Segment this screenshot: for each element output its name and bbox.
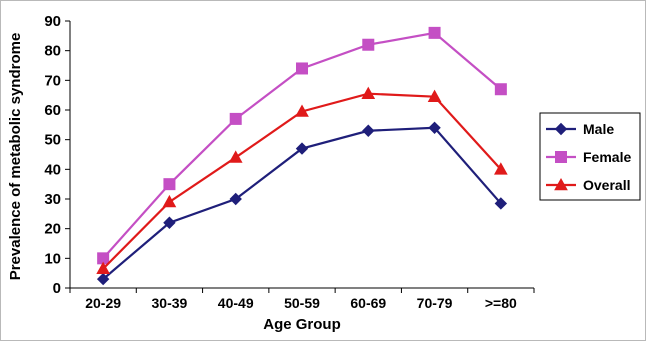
data-point-female bbox=[494, 83, 507, 96]
legend-marker-overall bbox=[554, 177, 568, 191]
data-point-male bbox=[229, 192, 242, 206]
legend-marker-female bbox=[555, 151, 567, 163]
y-axis-title: Prevalence of metabolic syndrome bbox=[7, 33, 24, 281]
series-layer bbox=[96, 26, 508, 286]
x-axis-ticks: 20-29 30-39 40-49 50-59 60-69 70-79 >=80 bbox=[69, 288, 535, 311]
legend: Male Female Overall bbox=[539, 112, 641, 201]
series-male bbox=[96, 121, 508, 286]
series-female bbox=[97, 26, 507, 265]
data-point-male bbox=[295, 142, 309, 155]
data-point-overall bbox=[295, 104, 309, 117]
data-point-female bbox=[362, 38, 375, 51]
data-point-overall bbox=[494, 162, 508, 175]
axes bbox=[69, 21, 534, 289]
x-tick-label: 70-79 bbox=[417, 295, 453, 311]
x-tick-label: 40-49 bbox=[218, 295, 254, 311]
data-point-male bbox=[96, 272, 110, 286]
x-axis-title: Age Group bbox=[263, 316, 341, 333]
x-tick-label: 20-29 bbox=[85, 295, 121, 311]
series-overall bbox=[96, 86, 508, 275]
y-tick-label: 20 bbox=[44, 221, 61, 238]
y-tick-label: 10 bbox=[44, 250, 61, 267]
data-point-female bbox=[163, 178, 176, 191]
y-tick-label: 0 bbox=[53, 280, 61, 297]
data-point-female bbox=[229, 112, 242, 125]
data-point-male bbox=[428, 121, 441, 135]
y-axis-ticks: 0 10 20 30 40 50 60 70 80 90 bbox=[44, 13, 70, 297]
y-tick-label: 70 bbox=[44, 72, 61, 89]
legend-label-female: Female bbox=[583, 149, 631, 165]
legend-marker-male bbox=[554, 122, 568, 136]
x-tick-label: >=80 bbox=[485, 295, 517, 311]
x-tick-label: 60-69 bbox=[350, 295, 386, 311]
data-point-overall bbox=[361, 86, 376, 99]
legend-label-overall: Overall bbox=[583, 177, 630, 193]
y-tick-label: 60 bbox=[44, 102, 61, 119]
series-line-overall bbox=[102, 92, 502, 270]
legend-label-male: Male bbox=[583, 121, 614, 137]
y-tick-label: 30 bbox=[44, 191, 61, 208]
data-point-male bbox=[494, 197, 508, 210]
data-point-overall bbox=[96, 261, 110, 275]
x-tick-label: 50-59 bbox=[284, 295, 320, 311]
data-point-female bbox=[296, 62, 308, 75]
data-point-male bbox=[362, 124, 375, 137]
data-point-female bbox=[428, 26, 441, 39]
y-tick-label: 80 bbox=[44, 43, 61, 60]
data-point-male bbox=[163, 216, 176, 229]
data-point-overall bbox=[162, 194, 177, 208]
y-tick-label: 40 bbox=[44, 161, 61, 178]
legend-entry-female: Female bbox=[546, 149, 631, 165]
y-tick-label: 90 bbox=[44, 13, 61, 30]
y-tick-label: 50 bbox=[44, 132, 61, 149]
legend-entry-overall: Overall bbox=[546, 177, 630, 193]
legend-entry-male: Male bbox=[546, 121, 614, 137]
data-point-overall bbox=[228, 150, 243, 163]
data-point-overall bbox=[427, 89, 442, 102]
x-tick-label: 30-39 bbox=[152, 295, 188, 311]
